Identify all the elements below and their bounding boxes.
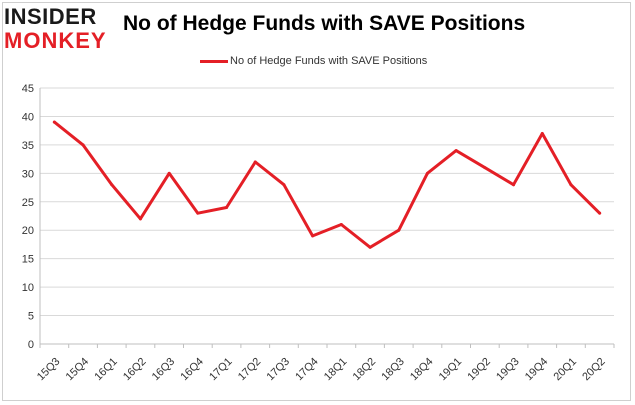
data-point [196,211,200,215]
x-tick-label: 20Q1 [552,356,580,384]
y-tick-label: 10 [22,282,34,294]
data-point [425,171,429,175]
series-line [52,120,602,249]
data-point [225,205,229,209]
data-point [397,228,401,232]
x-tick-label: 18Q3 [379,356,407,384]
data-point [368,245,372,249]
data-point [110,183,114,187]
x-tick-label: 16Q1 [92,356,120,384]
chart-title: No of Hedge Funds with SAVE Positions [123,12,526,35]
data-point [483,166,487,170]
x-tick-label: 16Q2 [121,356,149,384]
x-tick-label: 20Q2 [580,356,608,384]
x-tick-label: 16Q4 [178,356,206,384]
y-tick-label: 15 [22,254,34,266]
y-tick-label: 40 [22,111,34,123]
y-tick-label: 0 [28,339,34,351]
y-tick-label: 35 [22,140,34,152]
data-point [569,183,573,187]
logo-line1: INSIDER [4,4,97,29]
x-tick-label: 19Q1 [437,356,465,384]
x-tick-label: 18Q2 [351,356,379,384]
legend-line-swatch [200,59,228,63]
data-point [81,143,85,147]
x-tick-label: 19Q4 [523,356,551,384]
y-tick-label: 20 [22,225,34,237]
y-tick-label: 45 [22,83,34,95]
y-tick-label: 5 [28,311,34,323]
x-tick-label: 19Q3 [494,356,522,384]
x-tick-label: 17Q2 [236,356,264,384]
data-point [282,183,286,187]
data-point [311,234,315,238]
data-point [454,149,458,153]
data-point [138,217,142,221]
chart-legend: No of Hedge Funds with SAVE Positions [200,52,427,70]
insider-monkey-logo: INSIDER MONKEY [4,4,116,54]
y-tick-label: 30 [22,168,34,180]
x-tick-label: 18Q1 [322,356,350,384]
x-tick-label: 18Q4 [408,356,436,384]
y-tick-label: 25 [22,197,34,209]
logo-line2: MONKEY [4,28,107,53]
data-point [512,183,516,187]
data-point [540,132,544,136]
legend-label: No of Hedge Funds with SAVE Positions [230,55,428,67]
x-tick-label: 16Q3 [150,356,178,384]
data-point [167,171,171,175]
data-point [253,160,257,164]
x-tick-label: 15Q3 [35,356,63,384]
x-tick-label: 15Q4 [64,356,92,384]
data-point [598,211,602,215]
data-point [52,120,56,124]
x-tick-label: 17Q4 [293,356,321,384]
x-tick-label: 17Q1 [207,356,235,384]
x-tick-label: 19Q2 [465,356,493,384]
data-point [339,223,343,227]
x-tick-label: 17Q3 [265,356,293,384]
